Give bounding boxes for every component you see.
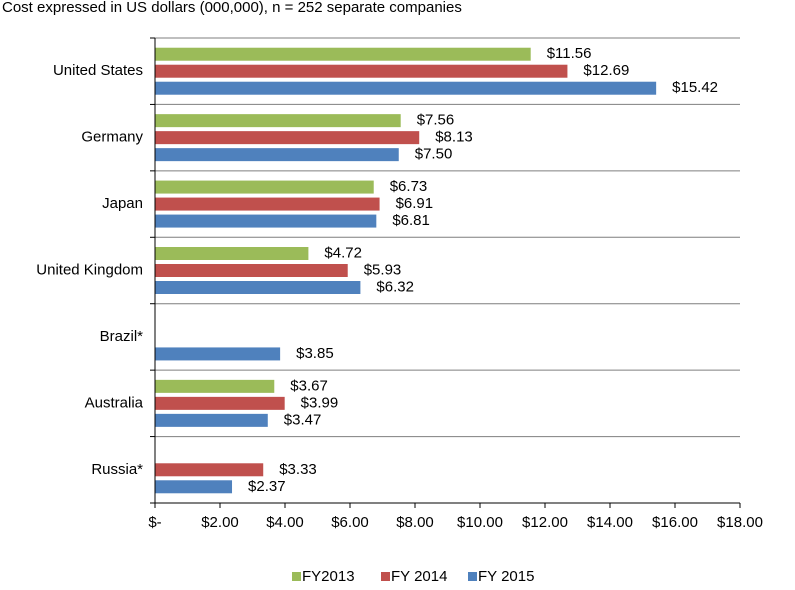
x-tick-label: $2.00 [201, 514, 239, 531]
legend-label-fy-2014: FY 2014 [391, 568, 447, 585]
bar-fy-2015-germany [155, 148, 399, 162]
value-label-fy2013-australia: $3.67 [290, 377, 328, 394]
x-tick-labels-group: $- $2.00 $4.00 $6.00 $8.00 $10.00 $12.00 $14.00… [148, 514, 763, 531]
value-label-fy-2015-australia: $3.47 [284, 411, 322, 428]
legend-swatch-fy2013 [292, 572, 301, 581]
value-label-fy-2014-australia: $3.99 [301, 394, 339, 411]
category-label-brazil: Brazil* [100, 328, 144, 345]
bar-fy-2015-russia [155, 480, 233, 494]
x-tick-label: $14.00 [587, 514, 633, 531]
x-tick-label: $16.00 [652, 514, 698, 531]
axes-group [150, 37, 741, 508]
chart-subtitle: Cost expressed in US dollars (000,000), … [2, 0, 462, 16]
value-label-fy2013-united-kingdom: $4.72 [324, 244, 362, 261]
value-label-fy2013-united-states: $11.56 [547, 45, 592, 62]
value-label-fy-2015-russia: $2.37 [248, 478, 286, 495]
legend-label-fy-2015: FY 2015 [478, 568, 534, 585]
value-label-fy-2014-united-states: $12.69 [583, 62, 629, 79]
category-label-united-kingdom: United Kingdom [36, 261, 143, 278]
x-tick-label: $18.00 [717, 514, 763, 531]
bar-fy2013-united-kingdom [155, 247, 309, 260]
bar-fy-2014-united-kingdom [155, 264, 348, 277]
bar-fy2013-japan [155, 180, 374, 194]
bars-group [155, 47, 657, 494]
bar-fy-2015-australia [155, 413, 268, 427]
bar-fy-2015-united-states [155, 81, 657, 95]
value-label-fy-2014-japan: $6.91 [396, 195, 434, 212]
bar-fy-2015-brazil [155, 347, 281, 361]
category-label-russia: Russia* [91, 461, 143, 478]
value-label-fy-2015-united-states: $15.42 [672, 79, 718, 96]
value-label-fy-2014-germany: $8.13 [435, 129, 473, 146]
value-labels-group: $11.56$12.69$15.42$7.56$8.13$7.50$6.73$6… [248, 45, 718, 495]
bar-fy-2015-united-kingdom [155, 281, 361, 294]
x-tick-label: $8.00 [396, 514, 434, 531]
value-label-fy-2015-germany: $7.50 [415, 146, 453, 163]
legend-swatch-fy-2015 [468, 572, 477, 581]
bar-fy-2014-united-states [155, 64, 568, 78]
bar-fy-2014-japan [155, 197, 380, 211]
value-label-fy-2015-japan: $6.81 [392, 212, 430, 229]
x-tick-label: $6.00 [331, 514, 369, 531]
category-label-japan: Japan [102, 195, 143, 212]
bar-fy2013-australia [155, 379, 275, 393]
category-labels-group: United States Germany Japan United Kingdom B… [36, 62, 143, 478]
x-tick-label: $- [148, 514, 161, 531]
legend: FY2013 FY 2014 FY 2015 [292, 568, 534, 585]
legend-swatch-fy-2014 [381, 572, 390, 581]
value-label-fy-2014-russia: $3.33 [279, 461, 317, 478]
legend-label-fy2013: FY2013 [302, 568, 355, 585]
x-tick-label: $12.00 [522, 514, 568, 531]
bar-fy-2014-germany [155, 131, 420, 145]
bar-fy2013-united-states [155, 47, 531, 61]
value-label-fy2013-japan: $6.73 [390, 178, 428, 195]
category-label-australia: Australia [85, 394, 144, 411]
x-tick-label: $4.00 [266, 514, 304, 531]
bar-fy-2015-japan [155, 214, 377, 228]
value-label-fy-2015-brazil: $3.85 [296, 345, 334, 362]
bar-fy2013-germany [155, 114, 401, 128]
bar-fy-2014-russia [155, 463, 264, 477]
x-tick-label: $10.00 [457, 514, 503, 531]
category-label-united-states: United States [53, 62, 143, 79]
bar-fy-2014-australia [155, 396, 285, 410]
value-label-fy-2014-united-kingdom: $5.93 [364, 261, 402, 278]
value-label-fy-2015-united-kingdom: $6.32 [376, 278, 414, 295]
value-label-fy2013-germany: $7.56 [417, 112, 455, 129]
category-label-germany: Germany [81, 129, 143, 146]
